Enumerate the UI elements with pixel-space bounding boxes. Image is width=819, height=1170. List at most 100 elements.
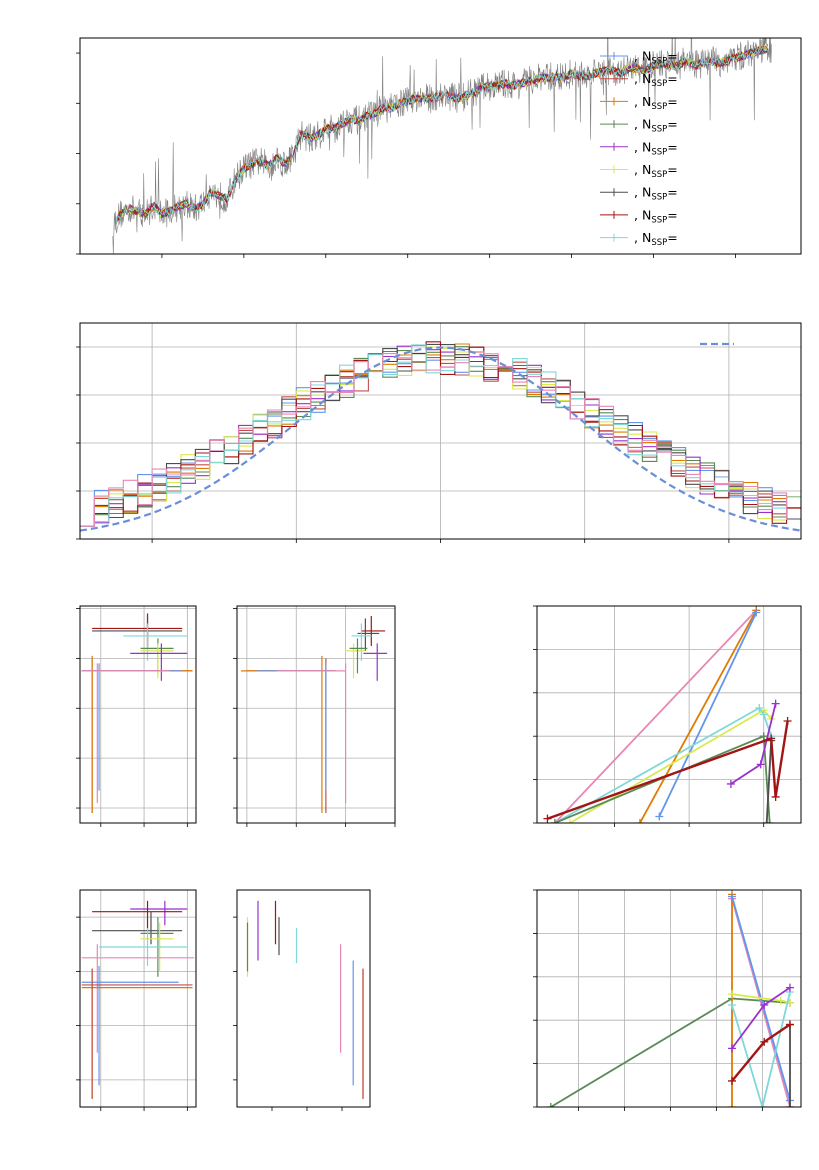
legend-label-eq: = xyxy=(667,230,677,245)
axes-frame xyxy=(236,605,396,824)
legend-label-sub: SSP xyxy=(651,125,667,135)
chart-panel-mass-vs-Z xyxy=(76,889,197,1111)
legend-label-sub: SSP xyxy=(651,79,667,89)
data-point xyxy=(785,1103,794,1107)
axes-frame xyxy=(79,889,197,1108)
data-point xyxy=(550,819,559,823)
data-point xyxy=(752,608,761,617)
legend-label: , NSSP= xyxy=(634,185,678,203)
legend-label-eq: = xyxy=(667,94,677,109)
chart-panel-massweight-vs-age xyxy=(533,605,802,827)
residual-histogram xyxy=(80,344,801,527)
mass-weight-line xyxy=(765,740,773,823)
data-point xyxy=(728,1076,737,1085)
legend-label-eq: = xyxy=(667,49,677,64)
legend-label-sub: SSP xyxy=(651,170,667,180)
residual-histogram xyxy=(80,341,801,527)
plot-area xyxy=(546,890,794,1107)
legend-label-eq: = xyxy=(667,71,677,86)
legend-label-n: , N xyxy=(634,162,651,177)
model-spectrum-line xyxy=(115,45,768,225)
axes-frame xyxy=(79,605,197,824)
plot-area xyxy=(80,341,801,532)
legend-label-eq: = xyxy=(667,207,677,222)
mass-weight-line xyxy=(546,720,789,820)
chart-panel-spectrum: , NSSP=, NSSP=, NSSP=, NSSP=, NSSP=, NSS… xyxy=(76,37,802,258)
residual-histogram xyxy=(80,351,801,527)
legend-label-n: , N xyxy=(634,117,651,132)
plot-area xyxy=(543,606,792,823)
legend-label-n: , N xyxy=(634,71,651,86)
data-point xyxy=(635,819,644,823)
data-point xyxy=(728,990,737,999)
legend-label-sub: SSP xyxy=(651,215,667,225)
data-point xyxy=(655,812,664,821)
legend-label-eq: = xyxy=(667,185,677,200)
data-point xyxy=(767,734,776,743)
data-point xyxy=(760,1037,769,1046)
axes-frame xyxy=(536,889,802,1108)
data-point xyxy=(760,1001,769,1010)
data-point xyxy=(785,983,794,992)
legend-label-sub: SSP xyxy=(651,238,667,248)
axes-frame xyxy=(236,889,371,1108)
plot-area xyxy=(81,900,195,1099)
data-point xyxy=(728,1044,737,1053)
data-point xyxy=(783,717,792,726)
chart-panel-age-vs-Z xyxy=(76,605,197,827)
legend-label-n: , N xyxy=(634,139,651,154)
legend-label-sub: SSP xyxy=(651,57,667,67)
legend-label-n: , N xyxy=(634,49,651,64)
legend: , NSSP=, NSSP=, NSSP=, NSSP=, NSSP=, NSS… xyxy=(600,49,678,248)
mass-weight-line xyxy=(554,609,757,823)
plot-area xyxy=(246,900,364,1099)
plot-area xyxy=(240,615,388,814)
mass-weight-line xyxy=(639,609,758,823)
data-point xyxy=(546,1103,555,1107)
data-point xyxy=(726,779,735,788)
data-point xyxy=(543,814,552,823)
legend-label: , NSSP= xyxy=(634,230,678,248)
legend-label: , NSSP= xyxy=(634,162,678,180)
axes-frame xyxy=(79,37,802,255)
observed-spectrum-line xyxy=(112,38,772,254)
normal-curve xyxy=(80,346,801,532)
data-point xyxy=(756,760,765,769)
data-point xyxy=(762,819,771,823)
legend-label-n: , N xyxy=(634,207,651,222)
chart-panel-residuals xyxy=(76,322,802,543)
legend-label-sub: SSP xyxy=(651,102,667,112)
data-point xyxy=(759,710,768,719)
legend-label-n: , N xyxy=(634,230,651,245)
legend-label: , NSSP= xyxy=(634,117,678,135)
data-point xyxy=(785,1020,794,1029)
data-point xyxy=(776,996,785,1005)
legend-label: , NSSP= xyxy=(634,49,678,67)
axes-frame xyxy=(536,605,802,824)
legend-label-n: , N xyxy=(634,185,651,200)
legend-label-eq: = xyxy=(667,117,677,132)
mass-weight-line xyxy=(554,706,773,823)
chart-panel-massweight-vs-Z xyxy=(533,889,802,1111)
chart-panel-mass-vs-ebv xyxy=(233,889,371,1111)
data-point xyxy=(758,1103,767,1107)
data-point xyxy=(759,732,768,741)
data-point xyxy=(728,1001,737,1010)
legend-label-n: , N xyxy=(634,94,651,109)
data-point xyxy=(771,699,780,708)
legend-label: , NSSP= xyxy=(634,71,678,89)
model-spectrum-line xyxy=(115,46,768,225)
legend-label: , NSSP= xyxy=(634,207,678,225)
plot-area xyxy=(112,38,772,254)
mass-weight-line xyxy=(658,612,758,817)
data-point xyxy=(728,892,737,901)
data-point xyxy=(728,1103,737,1107)
chart-panel-age-vs-mass xyxy=(233,605,396,827)
plot-area xyxy=(81,613,193,814)
legend-label: , NSSP= xyxy=(634,94,678,112)
legend-label-sub: SSP xyxy=(651,193,667,203)
data-point xyxy=(755,703,764,712)
legend-label-eq: = xyxy=(667,139,677,154)
data-point xyxy=(565,819,574,823)
